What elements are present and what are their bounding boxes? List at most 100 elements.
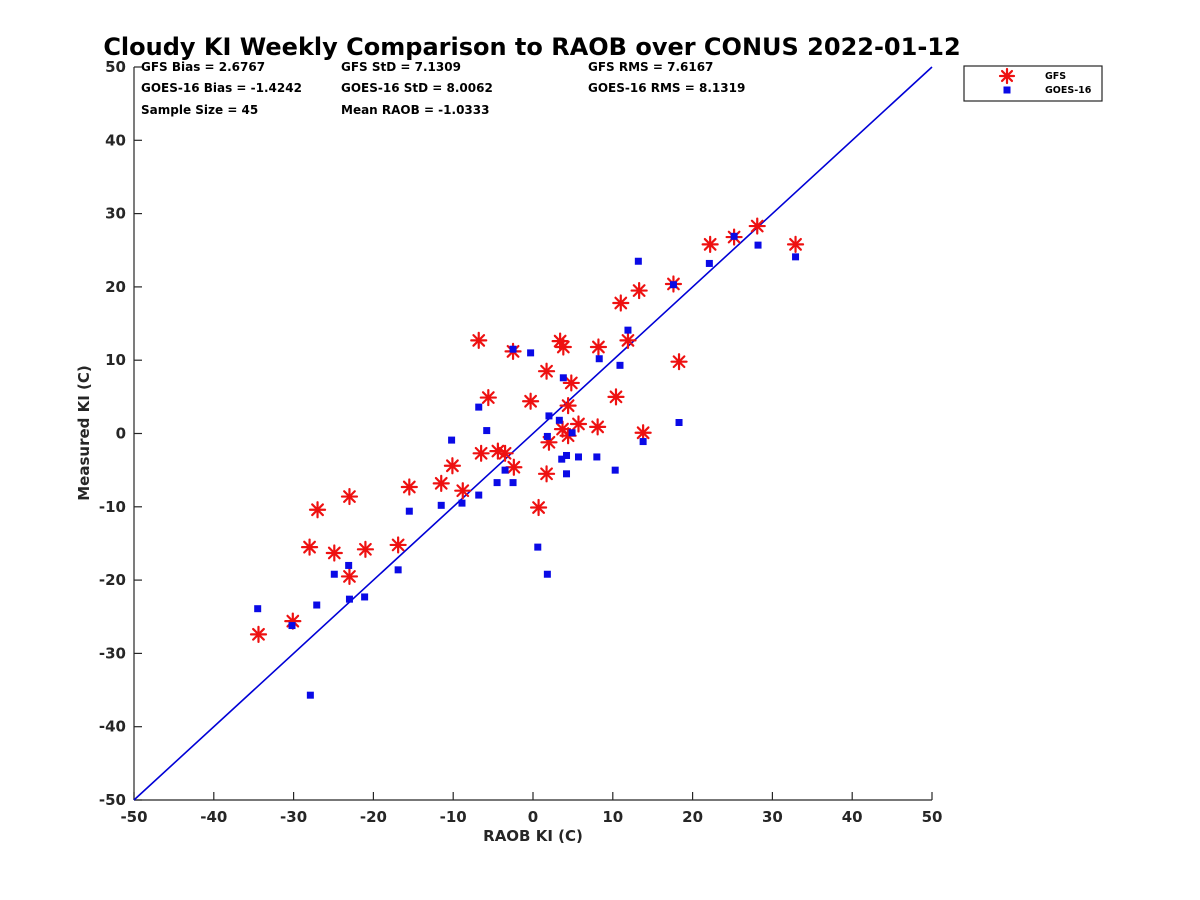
gfs-std-text: GFS StD = 7.1309 [341, 60, 461, 74]
y-tick-label: 40 [105, 131, 126, 149]
x-tick-label: 0 [528, 808, 538, 826]
x-axis-label: RAOB KI (C) [483, 827, 583, 845]
y-tick-label: 10 [105, 351, 126, 369]
x-axis-ticks: -50 -40 -30 -20 -10 0 10 20 30 40 50 [120, 792, 942, 826]
gfs-point [340, 487, 359, 506]
gfs-point [748, 217, 766, 235]
y-tick-label: 20 [105, 278, 126, 296]
goes16-point [330, 570, 338, 578]
goes16-point [475, 491, 483, 499]
plot-area: -50 -40 -30 -20 -10 0 10 20 30 40 50 50 40 30 20 10 0 -1… [99, 58, 943, 826]
legend-gfs-label: GFS [1045, 71, 1066, 82]
goes16-point [534, 543, 542, 551]
goes16-point [559, 374, 567, 382]
x-tick-label: 30 [762, 808, 783, 826]
gfs-point [400, 478, 418, 496]
gfs-point [634, 424, 652, 442]
x-tick-label: -40 [200, 808, 227, 826]
gfs-point [537, 465, 556, 483]
gfs-point [325, 544, 343, 562]
gfs-point [554, 338, 572, 356]
y-tick-label: -30 [99, 644, 126, 662]
legend: GFS GOES-16 [963, 65, 1103, 102]
gfs-point [559, 397, 577, 415]
stats-annotations: GFS Bias = 2.6767 GFS StD = 7.1309 GFS R… [141, 60, 745, 117]
gfs-point [472, 444, 490, 462]
x-tick-label: -20 [360, 808, 387, 826]
x-tick-label: -50 [120, 808, 147, 826]
goes16-point [563, 451, 571, 459]
gfs-point [340, 567, 359, 586]
gfs-point [701, 235, 719, 253]
gfs-point [562, 374, 580, 392]
y-tick-label: -40 [99, 718, 126, 736]
gfs-point [432, 474, 450, 492]
gfs-point [569, 415, 588, 433]
legend-goes16-label: GOES-16 [1045, 85, 1092, 96]
gfs-point [300, 538, 319, 556]
gfs-point [522, 392, 540, 410]
gfs-point [630, 281, 648, 300]
gfs-point [537, 362, 556, 380]
legend-gfs-marker [998, 67, 1016, 85]
gfs-point [670, 353, 688, 371]
y-tick-label: 30 [105, 205, 126, 223]
gfs-point [505, 458, 523, 476]
goes16-point [675, 419, 683, 427]
goes16-series [254, 232, 800, 699]
y-tick-label: -50 [99, 791, 126, 809]
goes16-point [705, 259, 713, 267]
goes16-point [448, 436, 456, 444]
goes16-point [545, 412, 553, 420]
goes16-point [595, 355, 603, 363]
goes-rms-text: GOES-16 RMS = 8.1319 [588, 81, 745, 95]
goes16-point [483, 427, 491, 435]
goes16-point [509, 479, 517, 487]
gfs-point [249, 625, 268, 643]
goes16-point [616, 361, 624, 369]
x-tick-label: 40 [842, 808, 863, 826]
x-tick-label: -10 [440, 808, 467, 826]
x-tick-label: -30 [280, 808, 307, 826]
goes16-point [639, 438, 647, 446]
y-tick-label: -10 [99, 498, 126, 516]
goes-bias-text: GOES-16 Bias = -1.4242 [141, 81, 302, 95]
goes16-point [394, 566, 402, 574]
goes16-point [593, 453, 601, 461]
goes16-point [509, 345, 517, 353]
goes16-point [563, 470, 571, 478]
goes16-point [730, 232, 738, 240]
goes16-point [555, 416, 563, 424]
goes16-point [611, 466, 619, 474]
gfs-point [589, 418, 607, 436]
goes16-point [543, 432, 551, 440]
goes16-point [527, 349, 535, 357]
gfs-point [389, 536, 407, 554]
gfs-point [470, 331, 488, 350]
goes-std-text: GOES-16 StD = 8.0062 [341, 81, 493, 95]
goes16-point [306, 691, 314, 699]
sample-size-text: Sample Size = 45 [141, 103, 258, 117]
gfs-point [479, 388, 497, 407]
gfs-point [356, 540, 375, 558]
y-tick-label: -20 [99, 571, 126, 589]
gfs-point [529, 498, 548, 517]
x-tick-label: 50 [922, 808, 943, 826]
goes16-point [558, 455, 566, 463]
goes16-point [437, 501, 445, 509]
y-tick-label: 50 [105, 58, 126, 76]
goes16-point [475, 403, 483, 411]
goes16-point [254, 605, 262, 613]
chart-title: Cloudy KI Weekly Comparison to RAOB over… [103, 33, 960, 61]
gfs-point [443, 457, 462, 475]
mean-raob-text: Mean RAOB = -1.0333 [341, 103, 489, 117]
y-axis-ticks: 50 40 30 20 10 0 -10 -20 -30 -40 -50 [99, 58, 142, 809]
goes16-point [345, 595, 353, 603]
goes16-point [624, 326, 632, 334]
goes16-point [754, 241, 762, 249]
gfs-point [786, 235, 805, 253]
goes16-point [634, 257, 642, 265]
goes16-point [313, 601, 321, 609]
y-axis-label: Measured KI (C) [75, 365, 93, 501]
legend-goes16-marker [1003, 86, 1011, 94]
